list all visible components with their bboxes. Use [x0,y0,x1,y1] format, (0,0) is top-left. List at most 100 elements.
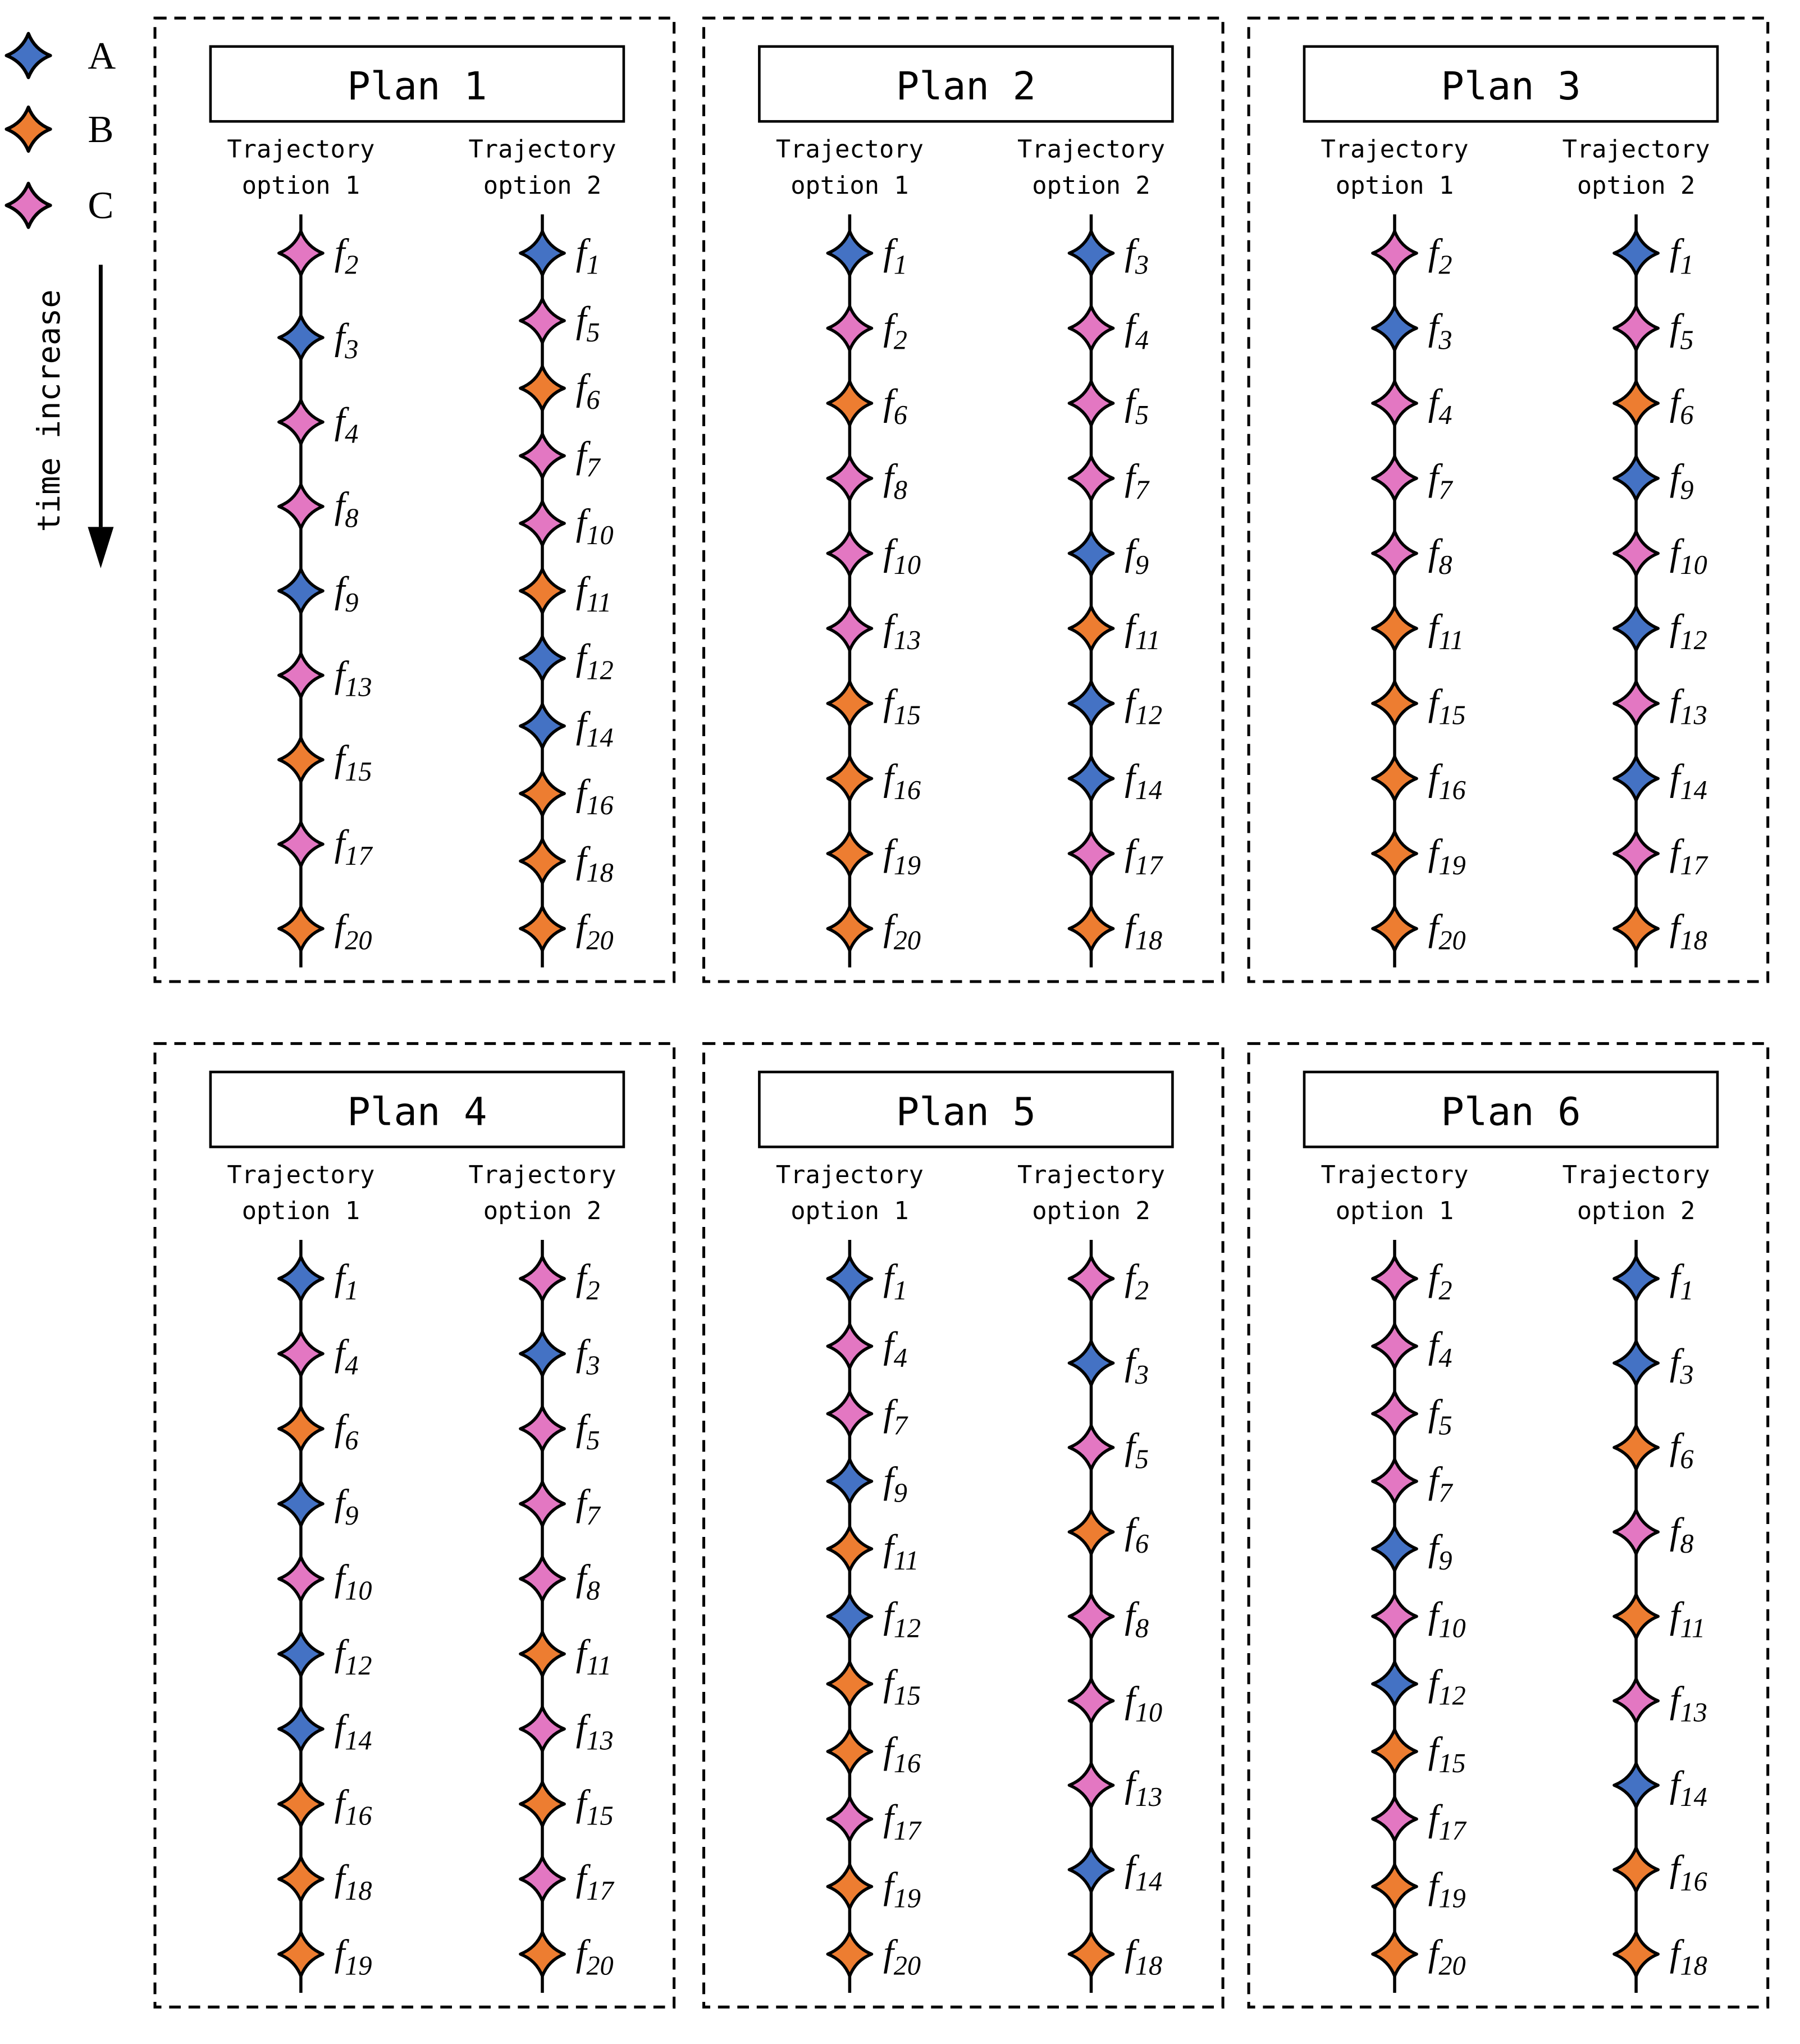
trajectory-mark: f17 [1371,1795,1467,1846]
trajectory-mark: f4 [277,398,358,449]
blue-star-icon [519,635,566,682]
mark-label: f3 [576,1333,600,1380]
trajectory-mark: f7 [1067,454,1150,505]
pink-star-icon [277,651,325,699]
trajectory-mark: f11 [519,567,611,618]
blue-star-icon [277,1705,325,1753]
trajectory-mark: f5 [519,1405,600,1456]
plan-dashed-border [153,1042,676,2009]
trajectory-option-1: Trajectory option 1 f2 f3 f4 f7 f8 f11 f15 f16 f19… [1321,135,1469,968]
orange-star-icon [1612,1846,1660,1894]
blue-star-icon [277,1630,325,1678]
orange-star-icon [1371,1863,1418,1910]
trajectory-mark: f4 [1067,304,1149,355]
trajectory-mark: f3 [519,1330,600,1380]
mark-label: f8 [1670,1511,1694,1559]
trajectory-mark: f16 [826,755,921,805]
trajectory-mark: f20 [519,1931,614,1981]
trajectory-mark: f4 [1371,380,1452,430]
pink-star-icon [1067,304,1115,352]
trajectory-mark: f1 [1612,1255,1694,1306]
trajectory-mark: f20 [826,1931,921,1981]
trajectory-label: Trajectory [1017,135,1165,164]
mark-label: f17 [1428,1798,1467,1846]
blue-star-icon [826,1458,874,1505]
mark-label: f3 [1125,232,1149,280]
pink-star-icon [1371,1795,1418,1843]
pink-star-icon [1612,1677,1660,1724]
mark-label: f1 [1670,1258,1694,1306]
mark-label: f1 [576,232,600,280]
blue-star-icon [277,1255,325,1302]
trajectory-mark: f18 [277,1855,372,1906]
orange-star-icon [519,1780,566,1828]
pink-star-icon [1371,454,1418,502]
pink-star-icon [1067,1762,1115,1809]
pink-star-icon [1067,380,1115,427]
orange-star-icon [1612,1424,1660,1471]
trajectory-mark: f4 [826,1322,907,1373]
trajectory-mark: f16 [519,770,614,820]
pink-star-icon [519,1480,566,1527]
mark-label: f2 [1428,232,1452,280]
pink-star-icon [1067,1677,1115,1724]
trajectory-mark: f8 [1612,1508,1694,1559]
trajectory-mark: f2 [1067,1255,1149,1306]
orange-star-icon [826,679,874,727]
trajectory-mark: f18 [519,837,614,888]
trajectory-mark: f11 [519,1630,611,1681]
trajectory-mark: f6 [826,380,907,430]
orange-star-icon [826,905,874,952]
trajectory-mark: f19 [826,830,921,880]
blue-star-icon [4,31,52,79]
orange-star-icon [277,1405,325,1453]
orange-star-icon [277,905,325,952]
orange-star-icon [519,1630,566,1678]
plan-title: Plan 2 [896,64,1036,109]
mark-label: f12 [576,637,614,685]
mark-label: f11 [1428,608,1464,655]
trajectory-mark: f3 [1067,229,1149,280]
blue-star-icon [1612,1762,1660,1809]
trajectory-mark: f12 [826,1593,921,1643]
mark-label: f12 [883,1595,921,1643]
orange-star-icon [1371,679,1418,727]
orange-star-icon [826,1525,874,1573]
trajectory-mark: f9 [826,1458,907,1508]
orange-star-icon [277,736,325,783]
trajectory-mark: f4 [1371,1322,1452,1373]
legend-label: A [88,34,116,77]
mark-label: f20 [883,1933,921,1981]
option-number-label: option 2 [1577,1197,1695,1225]
pink-star-icon [277,483,325,530]
mark-label: f15 [883,682,921,730]
trajectory-mark: f19 [826,1863,921,1913]
mark-label: f18 [335,1858,372,1906]
mark-label: f15 [576,1783,614,1831]
trajectory-mark: f8 [519,1555,600,1605]
mark-label: f5 [576,1408,600,1456]
mark-label: f20 [576,907,614,955]
mark-label: f18 [1125,1933,1162,1981]
trajectory-mark: f12 [1371,1660,1466,1711]
orange-star-icon [519,837,566,885]
blue-star-icon [1067,1846,1115,1894]
mark-label: f12 [1428,1663,1466,1710]
blue-star-icon [826,229,874,277]
trajectory-mark: f11 [1067,605,1161,655]
mark-label: f7 [576,1483,601,1531]
trajectory-mark: f14 [519,702,614,753]
plan-dashed-border [1247,1042,1770,2009]
legend-label: C [88,184,113,227]
option-number-label: option 1 [1336,1197,1454,1225]
mark-label: f3 [1125,1342,1149,1390]
trajectory-mark: f6 [1067,1508,1149,1559]
plan-dashed-border [702,1042,1225,2009]
mark-label: f9 [1125,532,1149,580]
plan-title-box [209,1070,625,1148]
trajectory-mark: f3 [1612,1339,1694,1390]
option-number-label: option 1 [242,1197,360,1225]
trajectory-mark: f2 [1371,1255,1452,1306]
